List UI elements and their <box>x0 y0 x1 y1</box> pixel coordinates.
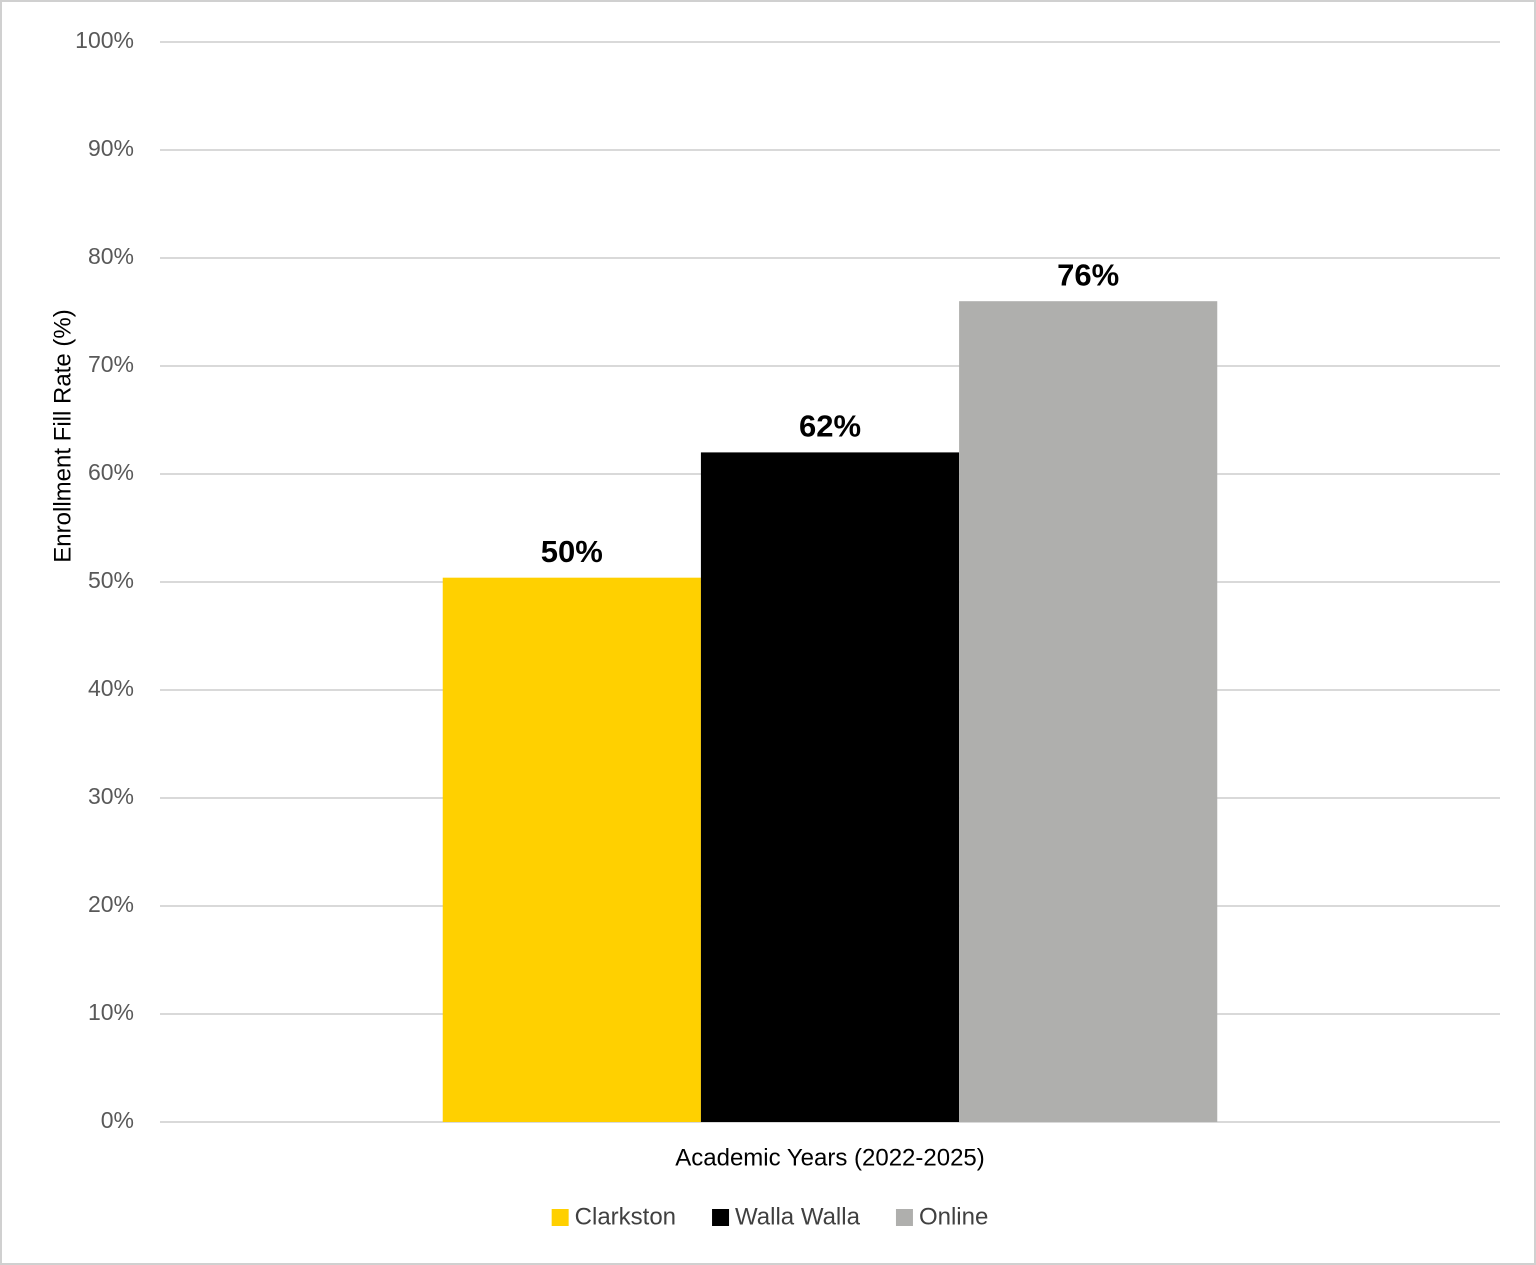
legend-swatch <box>551 1209 569 1226</box>
bar <box>959 301 1218 1122</box>
x-axis-title: Academic Years (2022-2025) <box>675 1144 985 1171</box>
legend-label: Clarkston <box>575 1203 676 1230</box>
y-tick-label: 20% <box>88 891 134 917</box>
data-label: 50% <box>541 534 603 569</box>
y-tick-label: 10% <box>88 999 134 1025</box>
y-tick-label: 90% <box>88 135 134 161</box>
data-label: 76% <box>1057 257 1119 292</box>
legend-swatch <box>895 1209 913 1226</box>
bar <box>442 577 701 1122</box>
data-label: 62% <box>799 409 861 444</box>
legend-label: Online <box>919 1203 988 1230</box>
y-tick-label: 80% <box>88 243 134 269</box>
y-axis-title: Enrollment Fill Rate (%) <box>49 309 76 562</box>
y-tick-label: 30% <box>88 783 134 809</box>
y-tick-label: 60% <box>88 459 134 485</box>
y-tick-label: 0% <box>101 1107 134 1133</box>
y-tick-label: 40% <box>88 675 134 701</box>
y-tick-label: 100% <box>75 27 134 53</box>
y-tick-label: 50% <box>88 567 134 593</box>
legend-label: Walla Walla <box>735 1203 861 1230</box>
bar <box>700 452 960 1122</box>
y-tick-label: 70% <box>88 351 134 377</box>
legend-swatch <box>712 1209 730 1226</box>
